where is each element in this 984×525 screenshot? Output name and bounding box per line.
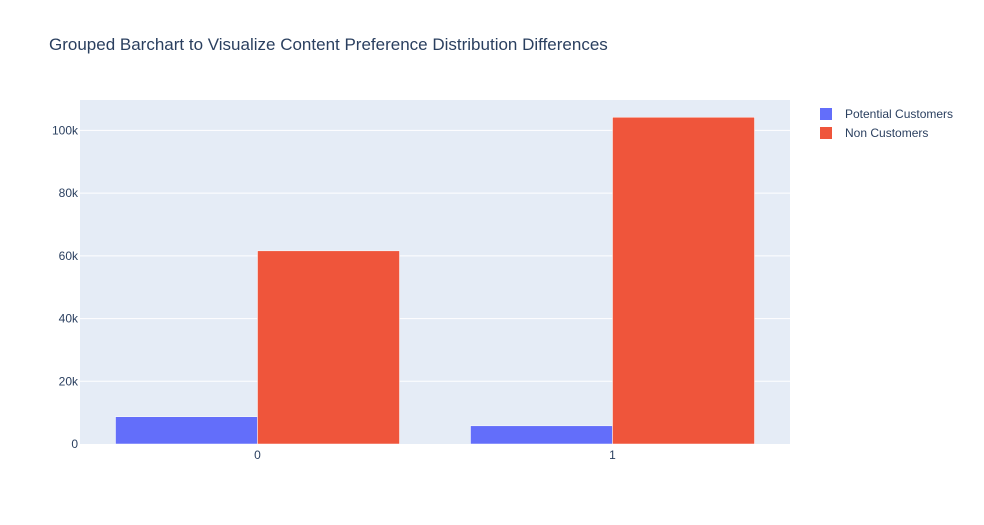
legend-swatch — [820, 127, 832, 139]
y-axis: 0 20k 40k 60k 80k 100k — [52, 123, 79, 451]
y-tick-label: 80k — [59, 186, 79, 200]
y-tick-label: 100k — [52, 123, 79, 137]
y-tick-label: 20k — [59, 374, 79, 388]
y-tick-label: 60k — [59, 249, 79, 263]
legend-label: Potential Customers — [845, 107, 953, 121]
bars — [115, 116, 755, 445]
bar-potential-customers-1[interactable] — [470, 425, 613, 445]
bar-non-customers-1[interactable] — [612, 116, 755, 445]
chart-title: Grouped Barchart to Visualize Content Pr… — [49, 35, 608, 54]
legend[interactable]: Potential Customers Non Customers — [820, 107, 953, 140]
legend-item[interactable]: Non Customers — [820, 126, 928, 140]
bar-non-customers-0[interactable] — [257, 250, 400, 445]
y-tick-label: 0 — [71, 437, 78, 451]
legend-label: Non Customers — [845, 126, 928, 140]
x-tick-label: 1 — [609, 448, 616, 462]
x-tick-label: 0 — [254, 448, 261, 462]
legend-swatch — [820, 108, 832, 120]
y-tick-label: 40k — [59, 312, 79, 326]
bar-potential-customers-0[interactable] — [115, 416, 258, 445]
legend-item[interactable]: Potential Customers — [820, 107, 953, 121]
